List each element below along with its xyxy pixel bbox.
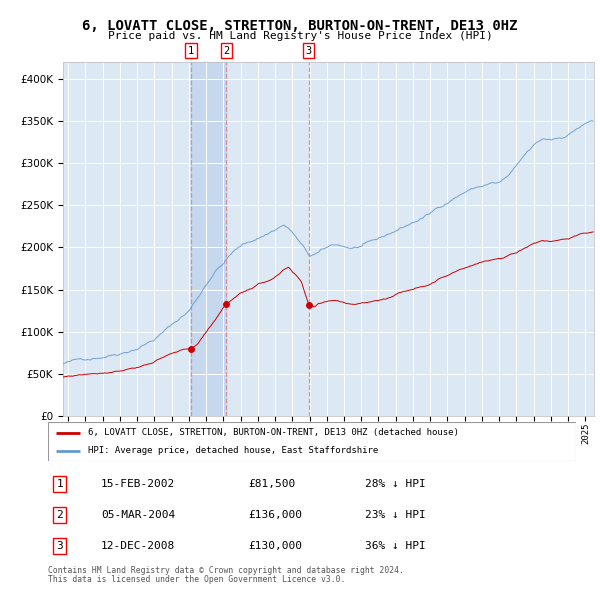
Text: 12-DEC-2008: 12-DEC-2008 (101, 541, 175, 551)
Text: 23% ↓ HPI: 23% ↓ HPI (365, 510, 425, 520)
Text: £81,500: £81,500 (248, 478, 296, 489)
Text: This data is licensed under the Open Government Licence v3.0.: This data is licensed under the Open Gov… (48, 575, 346, 584)
Text: 3: 3 (56, 541, 63, 551)
Text: 36% ↓ HPI: 36% ↓ HPI (365, 541, 425, 551)
Text: £136,000: £136,000 (248, 510, 302, 520)
Text: 3: 3 (305, 45, 312, 55)
Text: 15-FEB-2002: 15-FEB-2002 (101, 478, 175, 489)
Text: 1: 1 (188, 45, 194, 55)
Text: 2: 2 (56, 510, 63, 520)
Text: HPI: Average price, detached house, East Staffordshire: HPI: Average price, detached house, East… (88, 446, 378, 455)
FancyBboxPatch shape (48, 422, 576, 461)
Text: Price paid vs. HM Land Registry's House Price Index (HPI): Price paid vs. HM Land Registry's House … (107, 31, 493, 41)
Text: 28% ↓ HPI: 28% ↓ HPI (365, 478, 425, 489)
Text: 6, LOVATT CLOSE, STRETTON, BURTON-ON-TRENT, DE13 0HZ (detached house): 6, LOVATT CLOSE, STRETTON, BURTON-ON-TRE… (88, 428, 458, 437)
Text: £130,000: £130,000 (248, 541, 302, 551)
Text: 6, LOVATT CLOSE, STRETTON, BURTON-ON-TRENT, DE13 0HZ: 6, LOVATT CLOSE, STRETTON, BURTON-ON-TRE… (82, 19, 518, 33)
Bar (191, 62, 226, 416)
Text: 2: 2 (223, 45, 230, 55)
Text: 05-MAR-2004: 05-MAR-2004 (101, 510, 175, 520)
Text: Contains HM Land Registry data © Crown copyright and database right 2024.: Contains HM Land Registry data © Crown c… (48, 566, 404, 575)
Text: 1: 1 (56, 478, 63, 489)
